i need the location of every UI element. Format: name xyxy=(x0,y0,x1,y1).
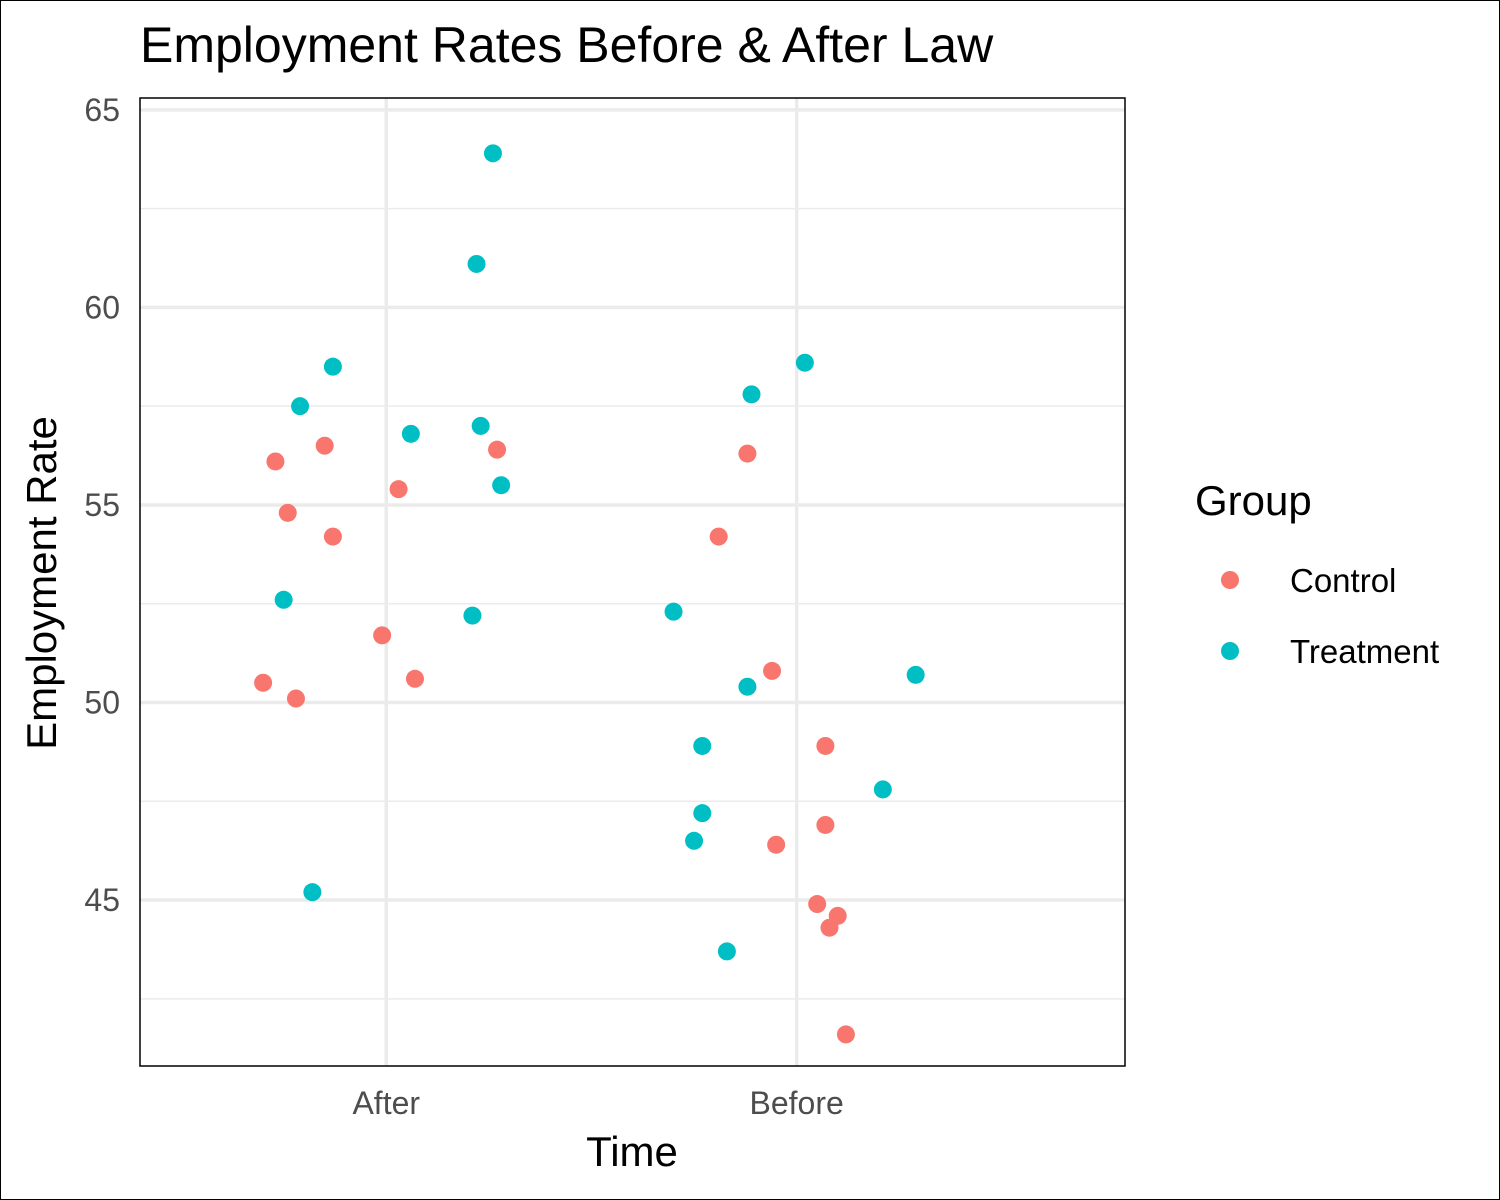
point-treatment xyxy=(906,665,925,684)
point-treatment xyxy=(742,385,761,404)
y-axis-ticks: 45 50 55 60 65 xyxy=(84,92,120,918)
point-control xyxy=(763,661,782,680)
grid-lines xyxy=(140,98,1125,1066)
y-tick-label: 65 xyxy=(84,92,120,128)
point-control xyxy=(405,669,424,688)
point-control xyxy=(836,1025,855,1044)
point-treatment xyxy=(795,353,814,372)
point-control xyxy=(808,895,827,914)
point-control xyxy=(828,906,847,925)
legend-title: Group xyxy=(1195,477,1312,524)
point-treatment xyxy=(401,424,420,443)
point-control xyxy=(738,444,757,463)
point-treatment xyxy=(693,736,712,755)
point-treatment xyxy=(323,357,342,376)
y-tick-label: 55 xyxy=(84,487,120,523)
point-control xyxy=(254,673,273,692)
point-treatment xyxy=(291,397,310,416)
point-treatment xyxy=(717,942,736,961)
x-axis-title: Time xyxy=(586,1128,678,1175)
point-treatment xyxy=(471,416,490,435)
plot-panel-border xyxy=(139,97,1126,1067)
point-control xyxy=(709,527,728,546)
point-treatment xyxy=(303,883,322,902)
point-control xyxy=(278,503,297,522)
point-treatment xyxy=(492,476,511,495)
point-control xyxy=(816,736,835,755)
legend: Group Control Treatment xyxy=(1195,477,1439,670)
point-control xyxy=(767,835,786,854)
legend-label-treatment: Treatment xyxy=(1290,633,1439,670)
point-control xyxy=(286,689,305,708)
point-treatment xyxy=(463,606,482,625)
point-treatment xyxy=(274,590,293,609)
chart-title: Employment Rates Before & After Law xyxy=(140,17,994,73)
point-treatment xyxy=(483,144,502,163)
point-treatment xyxy=(664,602,683,621)
data-points xyxy=(254,144,925,1044)
point-control xyxy=(315,436,334,455)
legend-key-control xyxy=(1221,571,1239,589)
point-control xyxy=(323,527,342,546)
point-control xyxy=(816,815,835,834)
point-control xyxy=(389,480,408,499)
point-control xyxy=(266,452,285,471)
x-tick-label: After xyxy=(352,1085,420,1121)
point-treatment xyxy=(467,254,486,273)
legend-key-treatment xyxy=(1221,642,1239,660)
y-tick-label: 45 xyxy=(84,882,120,918)
point-treatment xyxy=(738,677,757,696)
point-treatment xyxy=(873,780,892,799)
point-treatment xyxy=(685,831,704,850)
x-axis-ticks: After Before xyxy=(352,1085,843,1121)
legend-label-control: Control xyxy=(1290,562,1396,599)
point-control xyxy=(373,626,392,645)
point-treatment xyxy=(693,804,712,823)
y-tick-label: 50 xyxy=(84,685,120,721)
x-tick-label: Before xyxy=(750,1085,844,1121)
y-axis-title: Employment Rate xyxy=(18,416,65,750)
y-tick-label: 60 xyxy=(84,289,120,325)
point-control xyxy=(488,440,507,459)
